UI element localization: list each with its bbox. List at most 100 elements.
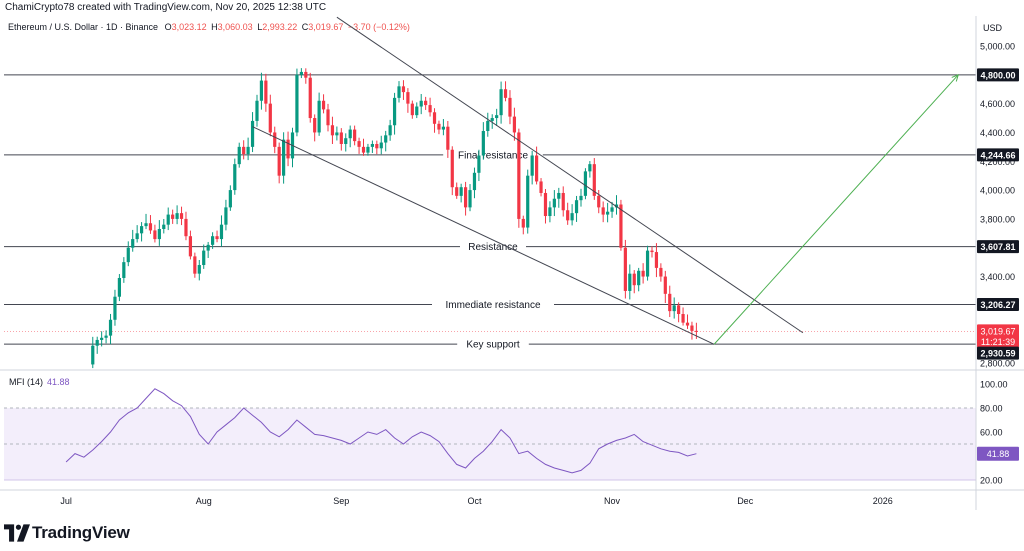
candle-body — [535, 155, 539, 182]
candle-body — [632, 273, 636, 286]
candle-body — [148, 223, 153, 231]
candle-body — [561, 192, 565, 211]
candle-body — [583, 171, 588, 196]
candle-body — [144, 223, 148, 227]
price-tick-label: 4,200.00 — [980, 157, 1015, 167]
candle-body — [499, 89, 503, 116]
price-tick-label: 4,600.00 — [980, 99, 1015, 109]
price-tags: 4,800.00 4,244.66 3,607.81 3,206.27 3,019.67… — [977, 68, 1019, 461]
candle-body — [530, 155, 534, 176]
close-value: 3,019.67 — [308, 22, 344, 32]
candle-body — [326, 109, 330, 126]
candle-body — [250, 120, 255, 147]
mfi-indicator-label[interactable]: MFI (14) 41.88 — [9, 377, 70, 387]
candle-body — [113, 296, 117, 320]
candle-body — [295, 74, 299, 133]
candle-body — [557, 192, 561, 199]
close-label: C — [301, 22, 309, 32]
candle-body — [597, 195, 601, 208]
candle-body — [242, 146, 246, 155]
candle-body — [131, 239, 135, 248]
candle-body — [694, 330, 698, 332]
mfi-tick-label: 80.00 — [980, 404, 1003, 414]
candle-body — [162, 224, 166, 229]
candle-body — [126, 247, 130, 263]
candle-body — [623, 247, 627, 291]
change-value: −3.70 (−0.12%) — [347, 22, 410, 32]
candle-body — [659, 267, 663, 277]
mfi-tag: 41.88 — [987, 449, 1010, 459]
candle-body — [219, 224, 224, 240]
last-price-tag-bg — [977, 324, 1019, 348]
candle-body — [415, 106, 419, 116]
candle-body — [282, 139, 286, 176]
key-support-tag: 2,930.59 — [980, 349, 1015, 359]
candle-body — [344, 138, 348, 144]
candle-body — [317, 100, 321, 133]
candle-body — [432, 112, 437, 124]
candle-body — [552, 198, 556, 208]
symbol-name[interactable]: Ethereum / U.S. Dollar · 1D · Binance — [8, 22, 159, 32]
price-pane: Final resistance Resistance Immediate resi… — [4, 16, 976, 369]
candle-body — [153, 230, 157, 240]
level-price-tag-bg — [977, 148, 1019, 162]
candle-body — [446, 126, 450, 150]
candle-body — [135, 233, 139, 240]
candle-body — [184, 218, 188, 237]
level-price-tag-bg — [977, 297, 1019, 311]
price-tick-label: 4,400.00 — [980, 128, 1015, 138]
candle-body — [677, 305, 681, 315]
candle-body — [95, 339, 99, 346]
candle-body — [193, 256, 197, 274]
level-label-bg — [460, 239, 526, 253]
candle-body — [139, 226, 144, 234]
candle-body — [463, 187, 468, 208]
last-price-tag: 3,019.67 — [980, 326, 1015, 336]
candle-body — [206, 244, 210, 251]
candle-body — [353, 129, 357, 142]
time-tick-label: Aug — [196, 496, 212, 506]
candle-body — [91, 345, 95, 365]
level-price-tag-bg — [977, 240, 1019, 254]
brand-name: TradingView — [32, 523, 130, 542]
candle-body — [375, 143, 379, 149]
time-tick-label: Sep — [333, 496, 349, 506]
candle-body — [171, 214, 175, 219]
candle-body — [548, 207, 552, 217]
candle-body — [468, 190, 472, 208]
candle-body — [526, 175, 530, 228]
mfi-pane — [4, 388, 976, 481]
candle-body — [224, 207, 228, 225]
candle-body — [601, 207, 605, 215]
candle-body — [197, 265, 201, 274]
candle-body — [299, 71, 303, 75]
candle-body — [228, 190, 232, 208]
candle-body — [690, 325, 694, 331]
candle-body — [370, 143, 374, 147]
wedge-trendline — [252, 126, 715, 345]
open-value: 3,023.12 — [171, 22, 207, 32]
candle-body — [574, 200, 579, 214]
candle-body — [570, 213, 574, 221]
candle-body — [330, 125, 335, 136]
candle-body — [650, 250, 654, 253]
candle-body — [486, 120, 490, 132]
time-tick-label: 2026 — [873, 496, 893, 506]
candle-body — [188, 236, 193, 257]
currency-label[interactable]: USD — [983, 23, 1003, 33]
candle-body — [455, 187, 459, 196]
candle-body — [273, 132, 277, 147]
candle-body — [654, 252, 659, 268]
level-label: Immediate resistance — [445, 300, 540, 311]
candle-body — [628, 273, 632, 291]
candle-body — [246, 146, 250, 155]
candle-body — [481, 131, 485, 156]
candle-body — [637, 270, 641, 286]
level-price-tag: 4,800.00 — [980, 70, 1015, 80]
level-label: Resistance — [468, 242, 518, 253]
candle-body — [166, 214, 170, 225]
mfi-tick-label: 20.00 — [980, 476, 1003, 486]
time-tick-label: Oct — [467, 496, 482, 506]
mfi-tick-label: 60.00 — [980, 428, 1003, 438]
